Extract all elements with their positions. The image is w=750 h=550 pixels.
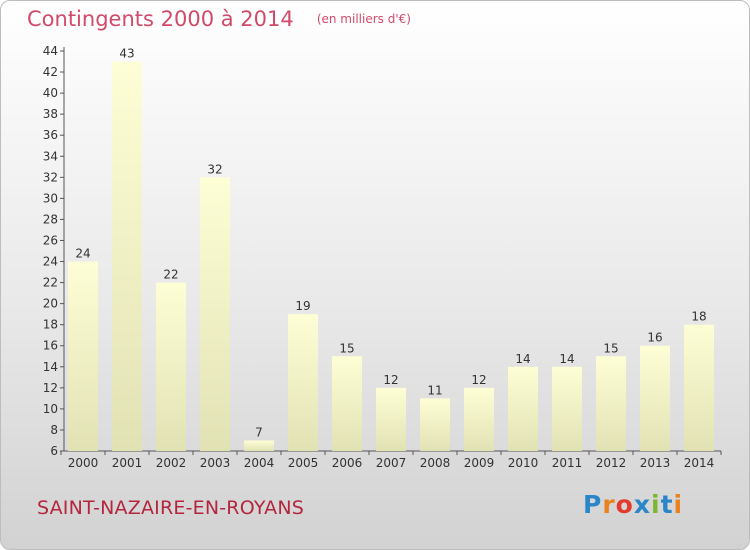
y-tick-label: 10 bbox=[43, 402, 58, 416]
y-tick-label: 28 bbox=[43, 212, 58, 226]
x-tick-label: 2010 bbox=[508, 456, 539, 470]
x-tick-label: 2003 bbox=[200, 456, 231, 470]
y-tick-label: 12 bbox=[43, 381, 58, 395]
y-tick-label: 20 bbox=[43, 297, 58, 311]
bar-2002 bbox=[156, 282, 186, 451]
bars bbox=[68, 61, 714, 452]
y-tick-label: 44 bbox=[43, 44, 58, 58]
y-tick-label: 30 bbox=[43, 191, 58, 205]
logo-letter: x bbox=[633, 490, 651, 519]
x-tick-label: 2002 bbox=[156, 456, 187, 470]
y-tick-label: 18 bbox=[43, 318, 58, 332]
bar-2001 bbox=[112, 61, 142, 452]
bar-2011 bbox=[552, 366, 582, 451]
bar-2005 bbox=[288, 314, 318, 451]
bar-value-label: 32 bbox=[207, 162, 222, 176]
x-tick-label: 2013 bbox=[640, 456, 671, 470]
x-tick-label: 2000 bbox=[68, 456, 99, 470]
logo-letter: i bbox=[651, 490, 661, 519]
logo-letter: P bbox=[583, 490, 603, 519]
x-tick-label: 2008 bbox=[420, 456, 451, 470]
y-tick-label: 40 bbox=[43, 86, 58, 100]
bar-2008 bbox=[420, 398, 450, 451]
axes: 6 8 10 12 14 16 18 20 22 24 26 28 30 32 34 36 38 40 42 44 20… bbox=[43, 44, 722, 470]
y-tick-label: 42 bbox=[43, 65, 58, 79]
chart-title: Contingents 2000 à 2014 bbox=[27, 7, 294, 31]
bar-2003 bbox=[200, 177, 230, 451]
x-tick-label: 2006 bbox=[332, 456, 363, 470]
x-tick-label: 2007 bbox=[376, 456, 407, 470]
y-tick-label: 34 bbox=[43, 149, 58, 163]
bar-2007 bbox=[376, 387, 406, 451]
bar-value-label: 19 bbox=[295, 299, 310, 313]
bar-value-label: 18 bbox=[691, 310, 706, 324]
bar-value-label: 24 bbox=[75, 247, 90, 261]
bar-value-label: 12 bbox=[383, 373, 398, 387]
bar-2006 bbox=[332, 356, 362, 451]
bar-2014 bbox=[684, 324, 714, 451]
bar-2004 bbox=[244, 440, 274, 451]
y-tick-label: 24 bbox=[43, 255, 58, 269]
data-labels: 24 43 22 32 7 19 15 12 11 12 14 14 15 16 18 bbox=[75, 47, 706, 440]
y-tick-label: 26 bbox=[43, 233, 58, 247]
x-tick-label: 2011 bbox=[552, 456, 583, 470]
logo-letter: r bbox=[602, 490, 616, 519]
proxiti-logo[interactable]: Proxiti bbox=[583, 490, 683, 519]
x-tick-label: 2009 bbox=[464, 456, 495, 470]
logo-letter: t bbox=[660, 490, 674, 519]
x-tick-label: 2012 bbox=[596, 456, 627, 470]
bar-value-label: 11 bbox=[427, 383, 442, 397]
y-tick-label: 16 bbox=[43, 339, 58, 353]
bar-2000 bbox=[68, 261, 98, 451]
x-tick-label: 2005 bbox=[288, 456, 319, 470]
bar-value-label: 15 bbox=[603, 341, 618, 355]
bar-value-label: 16 bbox=[647, 331, 662, 345]
x-tick-label: 2004 bbox=[244, 456, 275, 470]
bar-value-label: 14 bbox=[559, 352, 574, 366]
logo-letter: o bbox=[615, 490, 634, 519]
logo-letter: i bbox=[673, 490, 684, 519]
y-tick-label: 32 bbox=[43, 170, 58, 184]
chart-unit: (en milliers d'€) bbox=[316, 12, 411, 26]
bar-value-label: 7 bbox=[255, 425, 263, 439]
y-tick-label: 38 bbox=[43, 107, 58, 121]
y-tick-label: 6 bbox=[50, 444, 58, 458]
bar-value-label: 43 bbox=[119, 47, 134, 61]
y-tick-label: 14 bbox=[43, 360, 58, 374]
bar-value-label: 14 bbox=[515, 352, 530, 366]
bar-value-label: 22 bbox=[163, 268, 178, 282]
title-block: Contingents 2000 à 2014 (en milliers d'€… bbox=[27, 7, 411, 31]
bar-2013 bbox=[640, 345, 670, 451]
bar-2010 bbox=[508, 366, 538, 451]
x-tick-label: 2001 bbox=[112, 456, 143, 470]
y-tick-label: 36 bbox=[43, 128, 58, 142]
bar-2009 bbox=[464, 387, 494, 451]
bar-value-label: 12 bbox=[471, 373, 486, 387]
bar-value-label: 15 bbox=[339, 341, 354, 355]
y-tick-label: 8 bbox=[50, 423, 58, 437]
y-tick-label: 22 bbox=[43, 276, 58, 290]
x-tick-label: 2014 bbox=[684, 456, 715, 470]
commune-name: SAINT-NAZAIRE-EN-ROYANS bbox=[37, 497, 305, 519]
bar-2012 bbox=[596, 356, 626, 451]
